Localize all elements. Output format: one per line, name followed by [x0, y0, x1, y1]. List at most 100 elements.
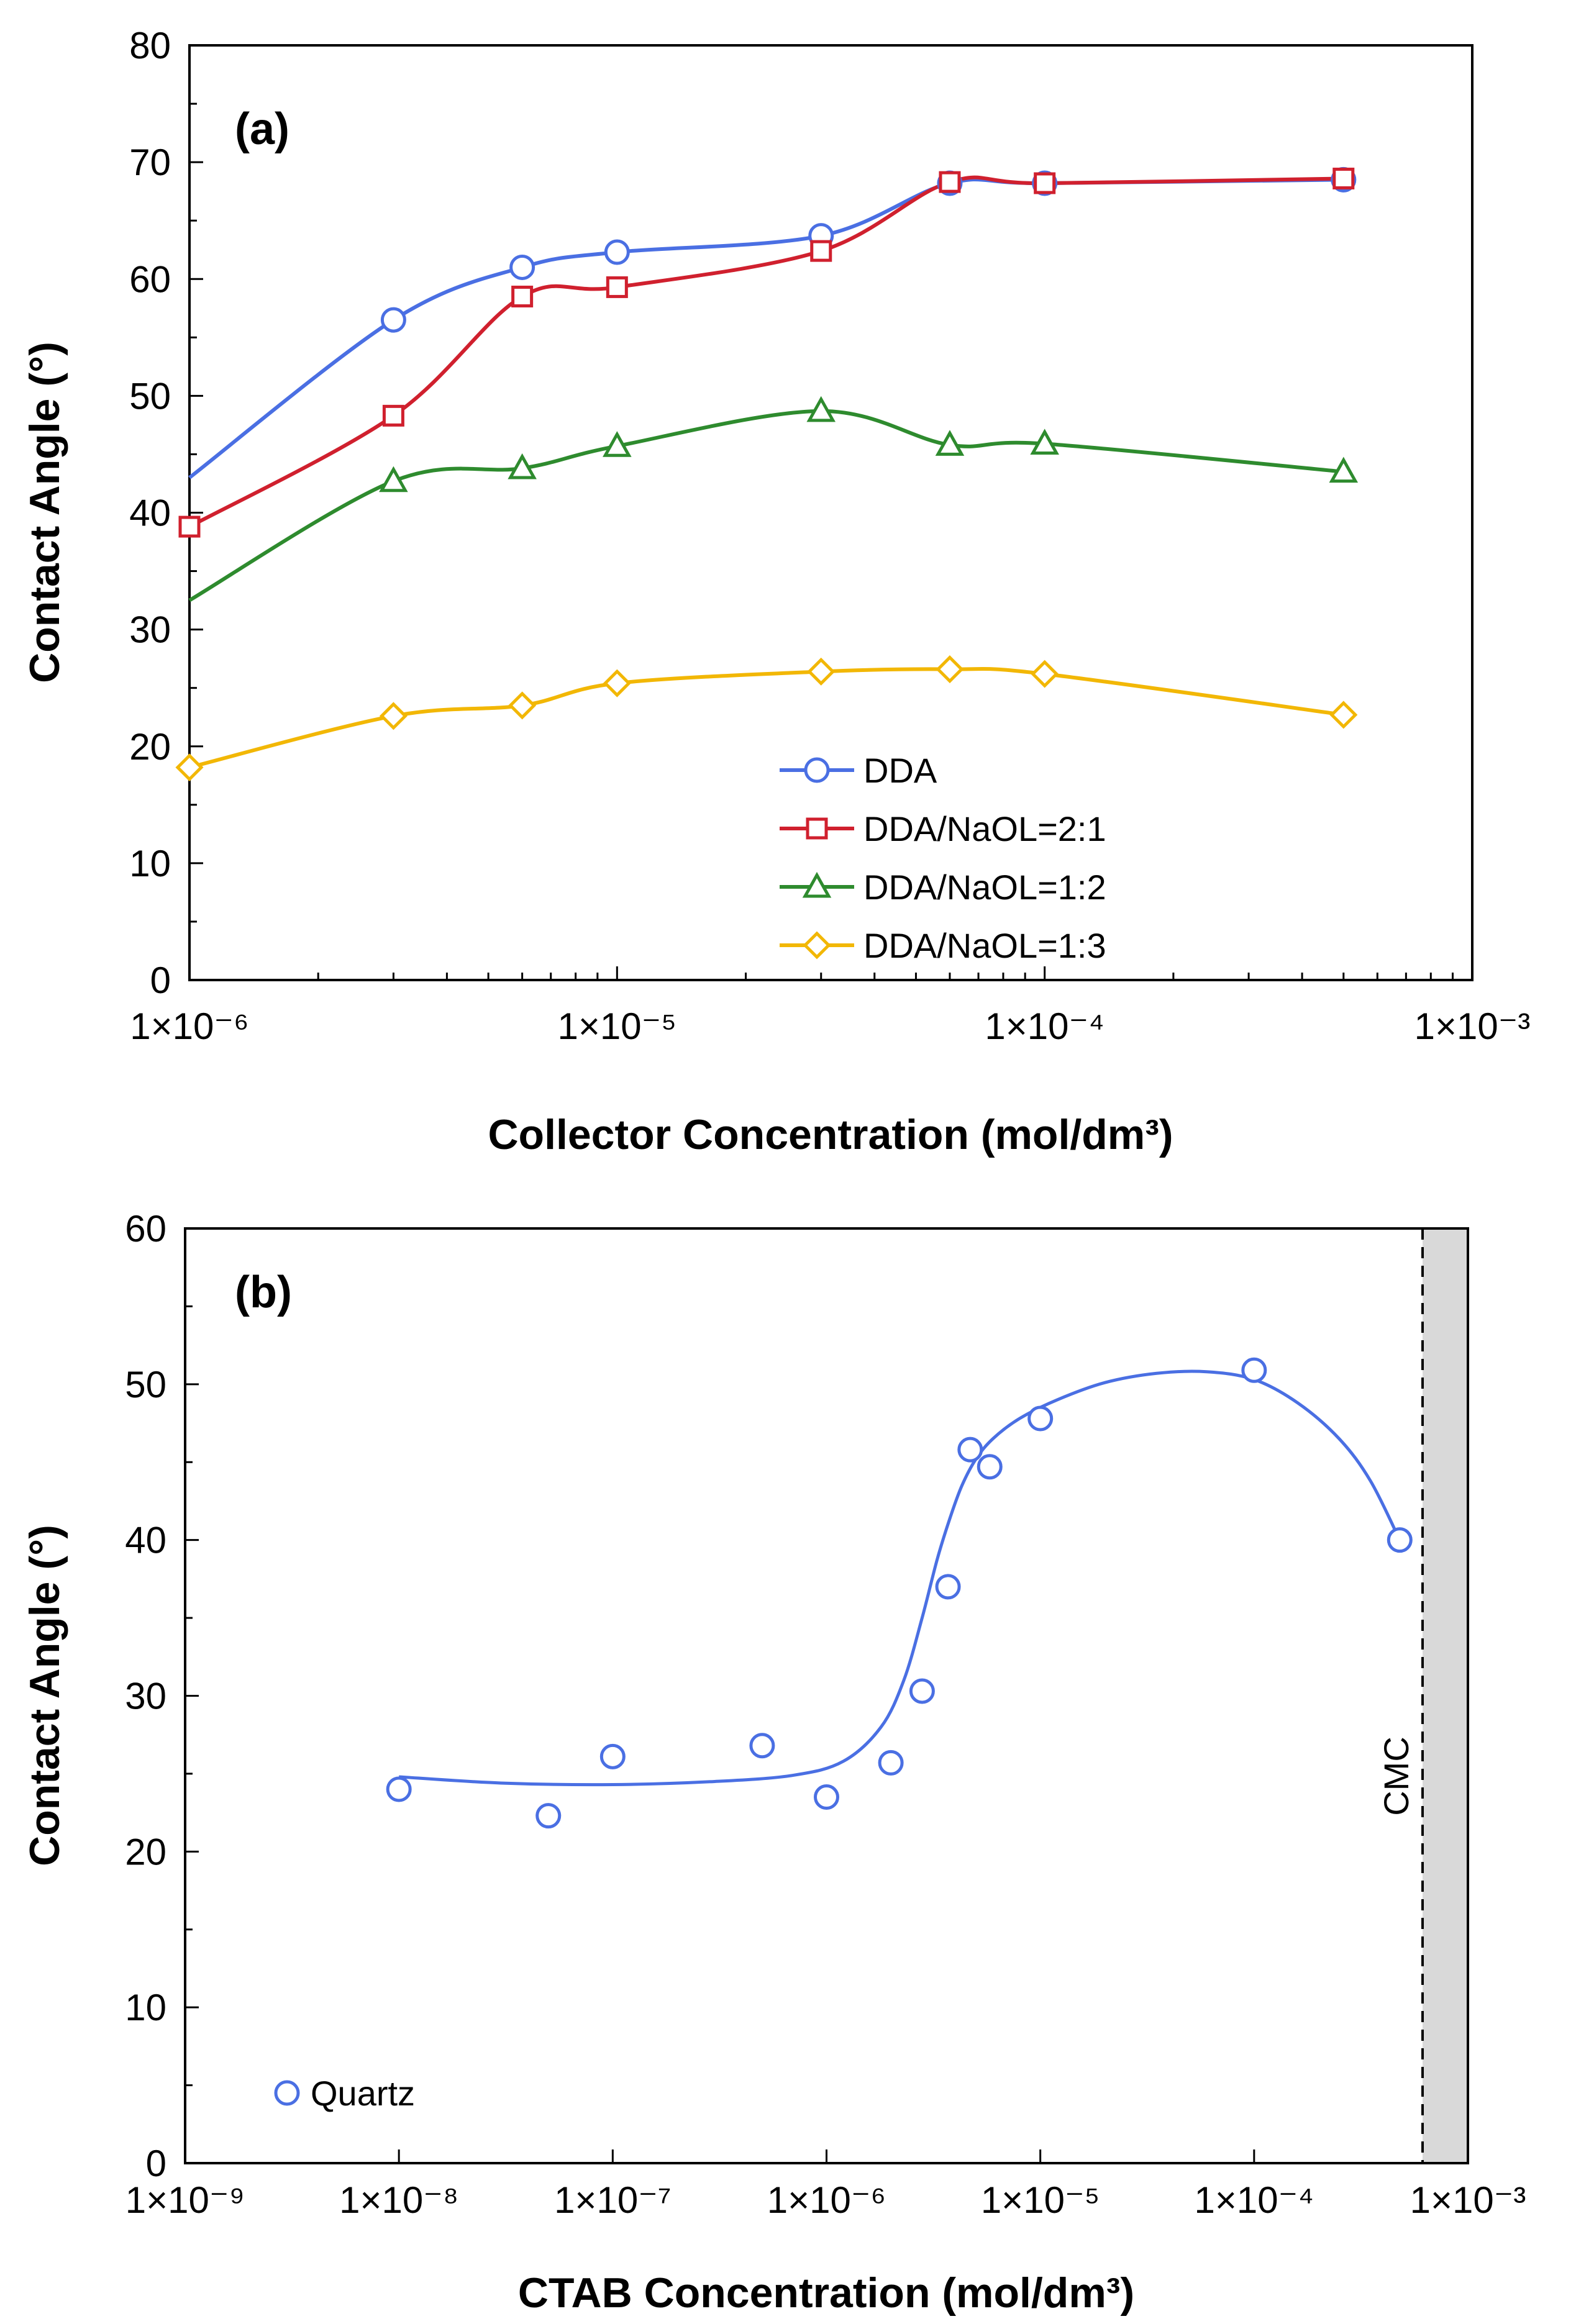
panel-b-series-markers: [386, 1357, 1413, 1829]
data-point: [935, 1574, 961, 1600]
y-tick-label: 40: [129, 492, 171, 534]
legend-marker: [806, 817, 828, 840]
panel-a-y-axis-title: Contact Angle (°): [21, 342, 68, 683]
legend-label: DDA/NaOL=1:2: [863, 868, 1106, 907]
data-point: [936, 655, 964, 684]
data-point: [382, 404, 404, 427]
data-point: [810, 240, 832, 262]
series-line: [188, 175, 1344, 529]
data-point: [878, 1750, 904, 1776]
legend-label: DDA/NaOL=2:1: [863, 809, 1106, 848]
x-tick-label: 1×10⁻⁴: [985, 1005, 1105, 1047]
y-tick-label: 30: [125, 1676, 166, 1717]
legend-label: DDA: [863, 751, 937, 790]
data-point: [603, 431, 632, 457]
y-tick-label: 40: [125, 1520, 166, 1561]
x-tick-label: 1×10⁻⁴: [1195, 2179, 1314, 2221]
y-tick-label: 60: [125, 1208, 166, 1250]
panel-b-x-ticks: 1×10⁻⁹ 1×10⁻⁸ 1×10⁻⁷ 1×10⁻⁶ 1×10⁻⁵ 1×10⁻⁴ 1×10…: [125, 2149, 1526, 2221]
data-point: [380, 307, 406, 333]
panel-b-cmc-label: CMC: [1377, 1736, 1416, 1816]
data-point: [1332, 167, 1355, 189]
data-point: [386, 1776, 412, 1802]
x-tick-label: 1×10⁻⁵: [557, 1005, 676, 1047]
data-point: [1030, 429, 1059, 455]
data-point: [379, 466, 408, 492]
panel-a-x-ticks: 1×10⁻⁶ 1×10⁻⁵ 1×10⁻⁴ 1×10⁻³: [130, 966, 1530, 1047]
y-tick-label: 60: [129, 258, 171, 300]
x-tick-label: 1×10⁻⁵: [981, 2179, 1100, 2221]
y-tick-label: 10: [125, 1987, 166, 2028]
legend-marker: [804, 757, 830, 783]
y-tick-label: 80: [129, 25, 171, 66]
y-tick-label: 10: [129, 843, 171, 884]
data-point: [1241, 1357, 1267, 1383]
y-tick-label: 50: [129, 375, 171, 417]
y-tick-label: 0: [150, 960, 171, 1001]
legend-marker: [802, 871, 832, 898]
data-point: [1329, 701, 1358, 729]
panel-a-series-markers: [175, 166, 1359, 782]
data-point: [508, 453, 537, 479]
panel-a-label: (a): [235, 104, 289, 154]
data-point: [606, 276, 628, 298]
data-point: [909, 1678, 935, 1704]
panel-b-x-axis-title: CTAB Concentration (mol/dm³): [518, 2269, 1134, 2317]
data-point: [1387, 1527, 1413, 1553]
data-point: [749, 1733, 775, 1759]
data-point: [1031, 660, 1059, 688]
x-tick-label: 1×10⁻⁷: [554, 2179, 672, 2221]
data-point: [935, 430, 965, 456]
panel-b-label: (b): [235, 1268, 292, 1317]
data-point: [178, 515, 201, 538]
data-point: [1034, 172, 1056, 194]
y-tick-label: 30: [129, 609, 171, 651]
series-line: [189, 666, 1344, 769]
y-tick-label: 0: [146, 2143, 166, 2184]
x-tick-label: 1×10⁻³: [1410, 2179, 1526, 2221]
panel-a-x-axis-title: Collector Concentration (mol/dm³): [488, 1111, 1173, 1158]
legend-marker: [274, 2080, 300, 2106]
x-tick-label: 1×10⁻⁸: [339, 2179, 458, 2221]
data-point: [806, 396, 836, 422]
data-point: [599, 1743, 626, 1769]
panel-a-y-ticks: 0 10 20 30 40 50 60 70 80: [129, 25, 203, 1001]
data-point: [957, 1437, 983, 1463]
panel-b-y-ticks: 0 10 20 30 40 50 60: [125, 1208, 199, 2184]
data-point: [175, 753, 204, 782]
x-tick-label: 1×10⁻³: [1414, 1005, 1531, 1047]
data-point: [535, 1803, 562, 1829]
panel-b-fit-curve: [399, 1369, 1401, 1787]
data-point: [603, 669, 631, 697]
data-point: [977, 1454, 1003, 1480]
data-point: [1329, 456, 1359, 483]
data-point: [508, 691, 537, 720]
series-line: [188, 409, 1344, 602]
panel-b-y-axis-title: Contact Angle (°): [21, 1525, 68, 1866]
data-point: [379, 702, 408, 730]
x-tick-label: 1×10⁻⁶: [767, 2179, 886, 2221]
panel-a-series-lines: [188, 175, 1344, 769]
y-tick-label: 20: [125, 1831, 166, 1872]
legend-label: DDA/NaOL=1:3: [863, 926, 1106, 965]
panel-b-cmc-region: [1423, 1228, 1468, 2163]
data-point: [807, 657, 836, 686]
data-point: [814, 1784, 839, 1810]
panel-b-legend: Quartz: [274, 2074, 415, 2113]
data-point: [511, 285, 534, 307]
legend-marker: [803, 931, 831, 960]
panel-a-plot-frame: [188, 44, 1474, 981]
data-point: [939, 171, 961, 193]
y-tick-label: 70: [129, 142, 171, 183]
legend-label: Quartz: [311, 2074, 415, 2113]
data-point: [509, 254, 535, 280]
y-tick-label: 20: [129, 726, 171, 768]
fit-curve-line: [399, 1369, 1401, 1787]
x-tick-label: 1×10⁻⁹: [125, 2179, 245, 2221]
data-point: [604, 239, 630, 265]
panel-a-legend: DDA DDA/NaOL=2:1 DDA/NaOL=1:2 DDA/NaOL=1:3: [780, 751, 1106, 965]
panel-b-plot-frame: [184, 1227, 1469, 2164]
